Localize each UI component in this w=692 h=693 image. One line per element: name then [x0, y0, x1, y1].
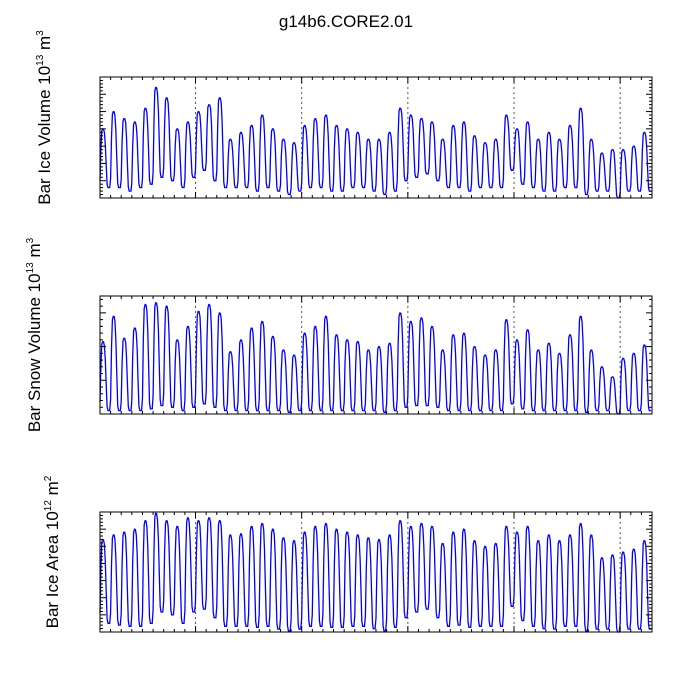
- y-axis-label-part: Bar Snow Volume 10: [25, 273, 44, 432]
- y-axis-label-part: 3: [25, 237, 36, 243]
- y-axis-label: Bar Snow Volume 1013 m3: [25, 237, 44, 432]
- y-axis-label-part: m: [35, 36, 54, 55]
- y-axis-label: Bar Ice Area 1012 m2: [43, 475, 62, 628]
- y-axis-label-part: m: [43, 481, 62, 500]
- series-line: [99, 512, 652, 633]
- figure-title: g14b6.CORE2.01: [279, 12, 413, 31]
- y-axis-label: Bar Ice Volume 1013 m3: [35, 30, 54, 205]
- panel-3: Bar Ice Area 1012 m2: [43, 475, 653, 633]
- y-axis-label-part: 13: [25, 262, 36, 274]
- y-axis-label-part: Bar Ice Volume 10: [35, 66, 54, 205]
- panel-1: Bar Ice Volume 1013 m3: [35, 30, 653, 205]
- y-axis-label-part: 2: [43, 475, 54, 481]
- y-axis-label-part: Bar Ice Area 10: [43, 511, 62, 628]
- panel-2: Bar Snow Volume 1013 m3: [25, 237, 653, 432]
- series-line: [99, 301, 652, 415]
- y-axis-label-part: 3: [35, 30, 46, 36]
- y-axis-label-part: 13: [35, 54, 46, 66]
- y-axis-label-part: m: [25, 243, 44, 262]
- y-axis-label-part: 12: [43, 500, 54, 512]
- series-line: [99, 86, 652, 199]
